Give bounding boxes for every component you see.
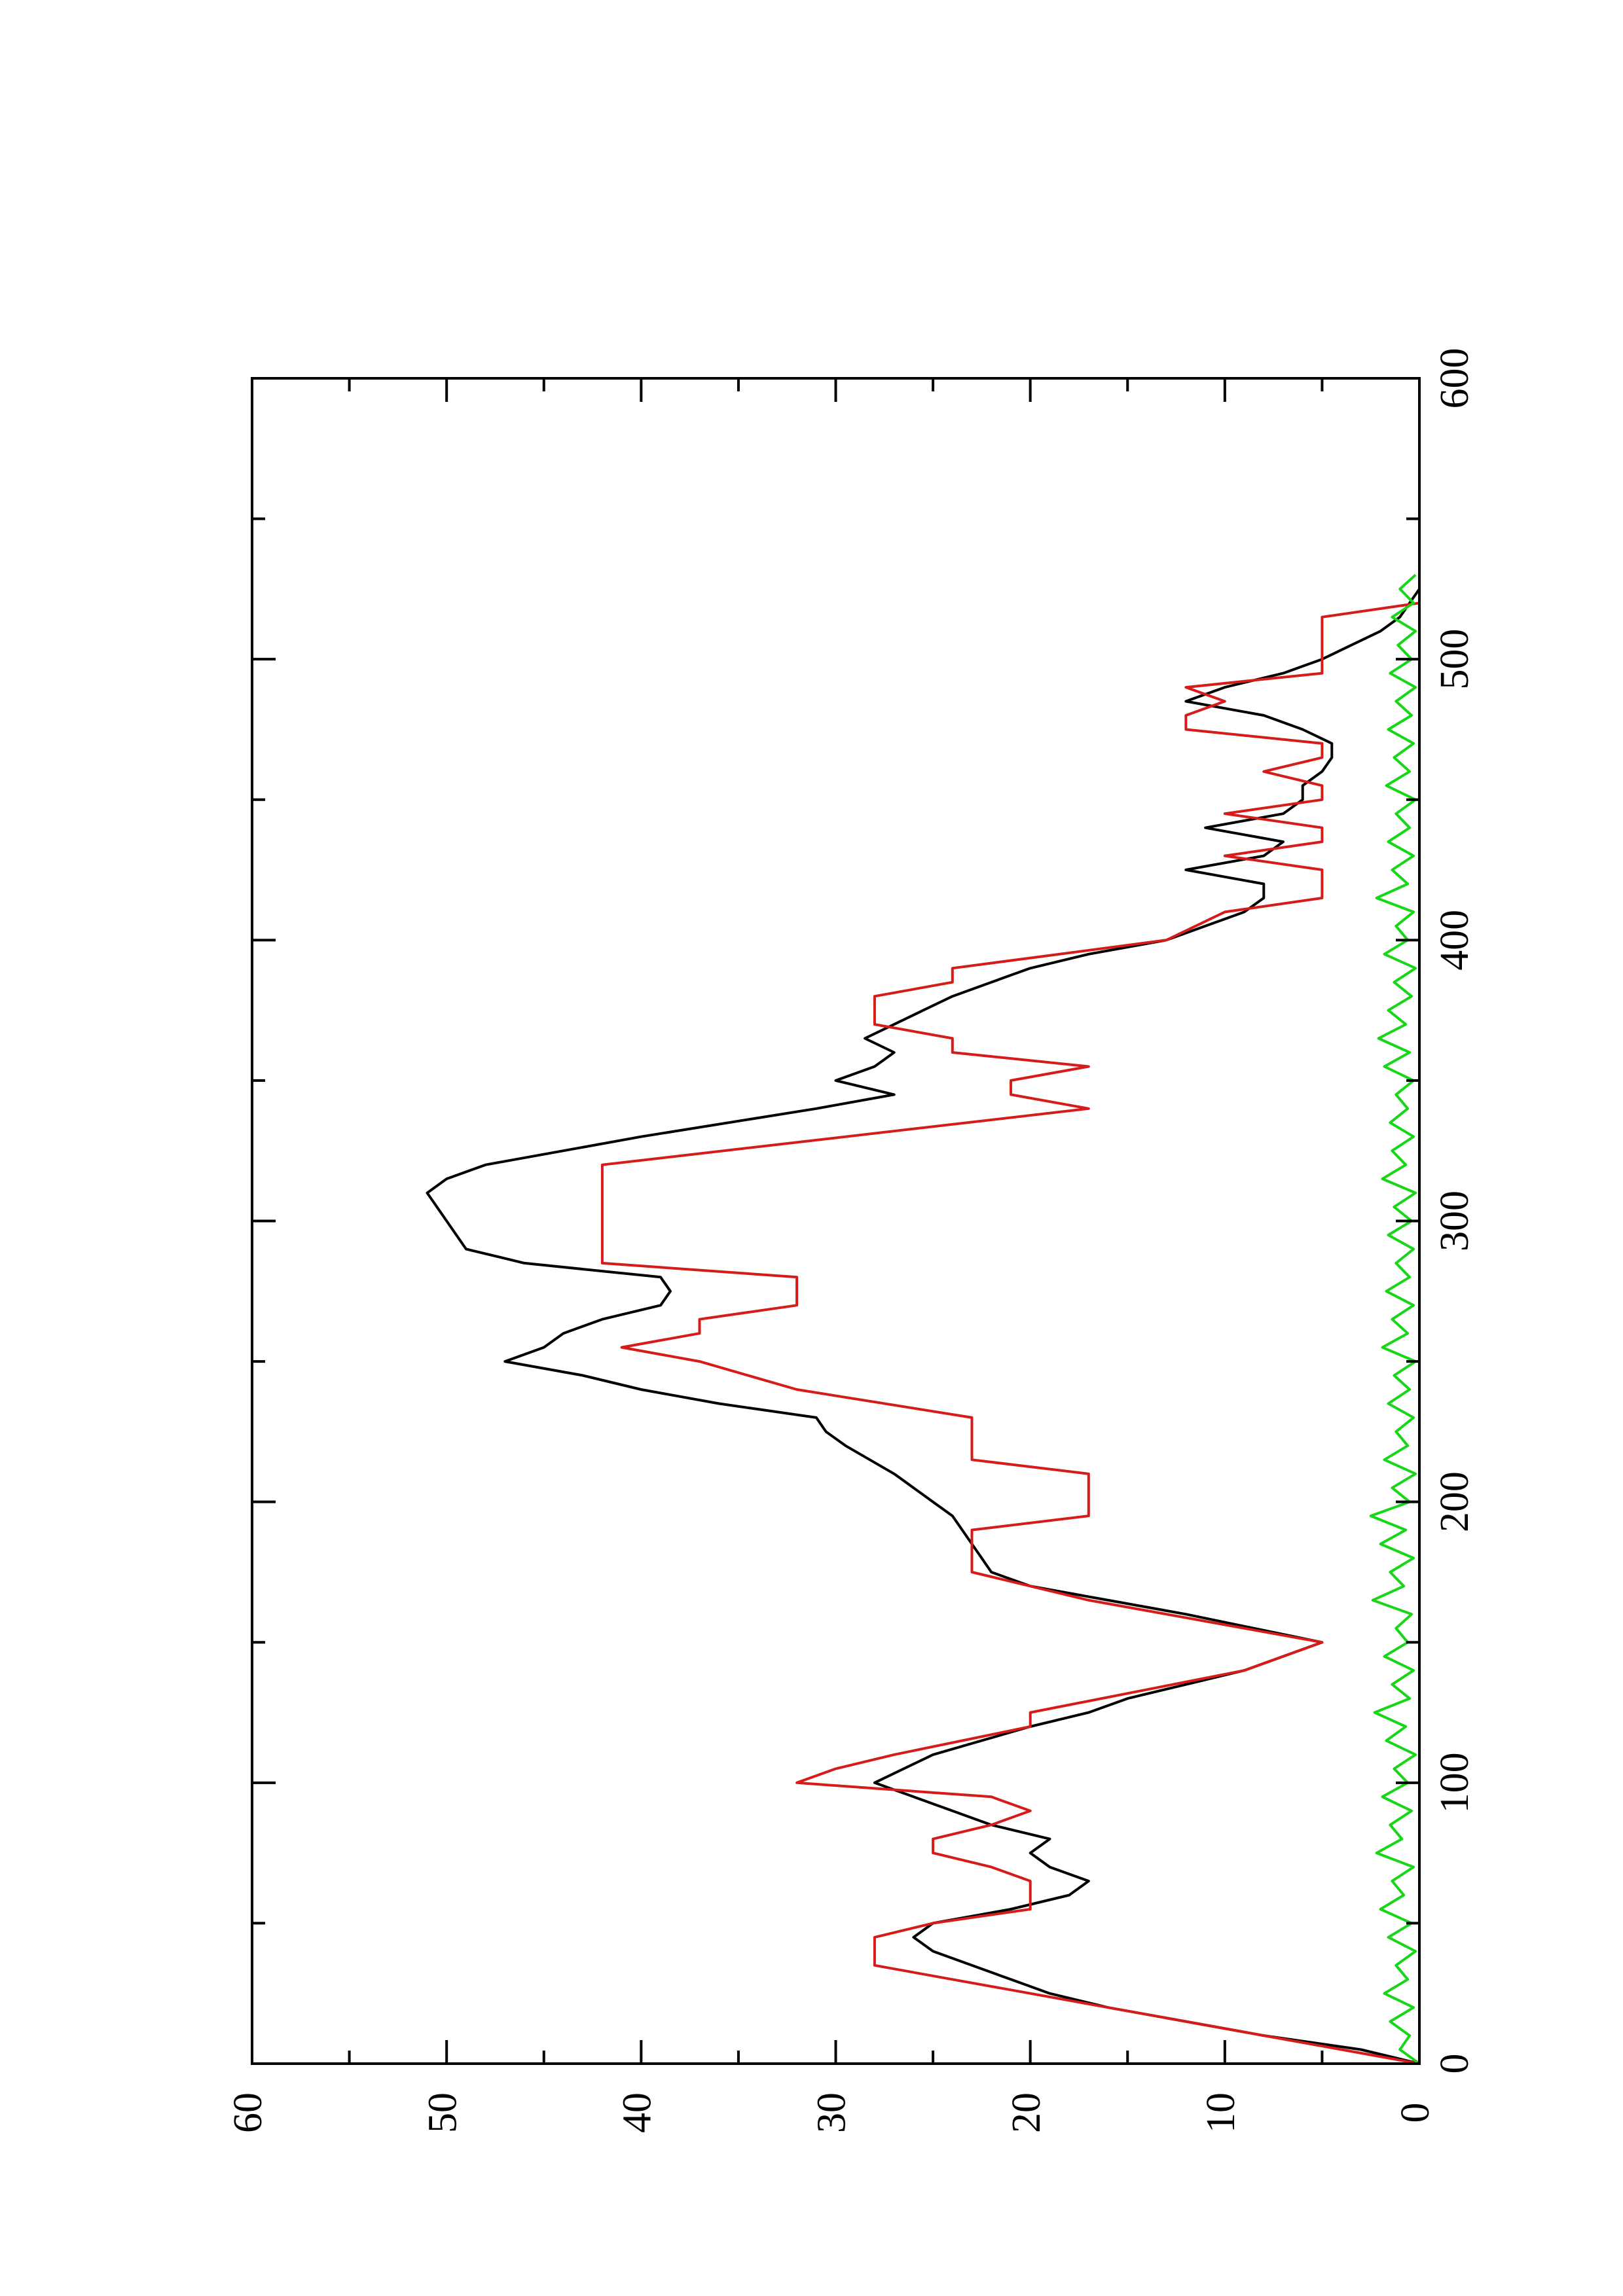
plot-frame: [251, 377, 1421, 2065]
series-line-3: [1369, 573, 1421, 2065]
series-layer: [426, 573, 1421, 2065]
x-tick-label: 0: [1432, 2054, 1477, 2074]
y-tick-label: 10: [1199, 2092, 1243, 2133]
x-tick-label: 200: [1432, 1471, 1477, 1532]
y-tick-label: 40: [615, 2092, 660, 2133]
y-tick-label: 0: [1393, 2103, 1438, 2123]
y-tick-label: 30: [810, 2092, 854, 2133]
x-tick-label: 100: [1432, 1752, 1477, 1813]
tick-label-layer: 0 100 200 300 400 500 600 0 10 20 30 40 50 60: [226, 348, 1477, 2134]
y-tick-label: 20: [1004, 2092, 1049, 2133]
y-tick-label: 60: [226, 2092, 270, 2133]
tick-layer: [251, 377, 1421, 2065]
x-tick-label: 400: [1432, 910, 1477, 971]
y-tick-label: 50: [420, 2092, 465, 2133]
series-line-1: [426, 588, 1421, 2065]
series-line-2: [600, 581, 1421, 2065]
x-tick-label: 600: [1432, 348, 1477, 409]
x-tick-label: 300: [1432, 1191, 1477, 1251]
x-tick-label: 500: [1432, 629, 1477, 690]
